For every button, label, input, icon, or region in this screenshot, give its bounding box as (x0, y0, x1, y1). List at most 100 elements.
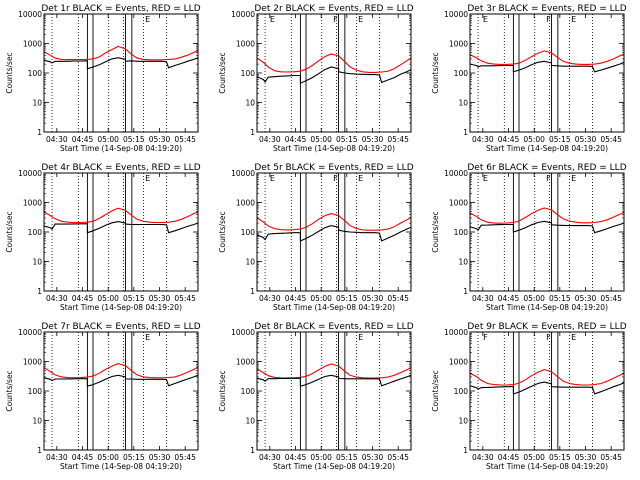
plot-frame (469, 172, 625, 292)
y-axis-label: Counts/sec (431, 211, 440, 252)
marker-e: E (358, 333, 363, 342)
y-tick-label: 10000 (444, 169, 468, 178)
x-tick-label: 05:00 (310, 294, 332, 303)
x-tick-label: 04:45 (498, 294, 520, 303)
x-axis-label: Start Time (14-Sep-08 04:19:20) (486, 462, 608, 471)
marker-f: F (333, 15, 338, 24)
series-line-events (470, 381, 624, 395)
y-tick-label: 1000 (23, 40, 42, 49)
plot-frame (43, 331, 199, 451)
y-tick-label: 1000 (23, 199, 42, 208)
y-tick-label: 1000 (449, 40, 468, 49)
x-tick-label: 04:30 (259, 294, 281, 303)
series-line-events (44, 221, 198, 234)
x-tick-label: 05:45 (387, 453, 409, 462)
x-tick-label: 04:30 (46, 135, 68, 144)
x-tick-label: 04:30 (46, 453, 68, 462)
marker-f: F (483, 333, 488, 342)
y-tick-label: 100 (241, 69, 256, 78)
marker-e: E (483, 15, 488, 24)
marker-e: E (145, 15, 150, 24)
y-tick-label: 10000 (231, 328, 255, 337)
x-tick-label: 05:00 (97, 294, 119, 303)
x-tick-label: 05:00 (97, 453, 119, 462)
x-tick-label: 05:15 (549, 294, 571, 303)
marker-e: E (571, 174, 576, 183)
panel-title: Det 5r BLACK = Events, RED = LLD (254, 163, 413, 173)
x-tick-label: 05:30 (362, 294, 384, 303)
x-tick-label: 04:45 (498, 453, 520, 462)
y-axis-label: Counts/sec (431, 370, 440, 411)
marker-f: F (546, 333, 551, 342)
series-line-lld (470, 50, 624, 65)
y-tick-label: 10 (458, 99, 468, 108)
x-axis-label: Start Time (14-Sep-08 04:19:20) (273, 303, 395, 312)
x-tick-label: 05:00 (310, 135, 332, 144)
marker-e: E (145, 174, 150, 183)
marker-e: E (571, 333, 576, 342)
x-tick-label: 05:30 (575, 294, 597, 303)
marker-e: E (483, 174, 488, 183)
x-tick-label: 04:45 (285, 453, 307, 462)
y-tick-label: 1000 (449, 358, 468, 367)
x-tick-label: 04:45 (72, 135, 94, 144)
y-tick-label: 1000 (236, 358, 255, 367)
marker-e: E (571, 15, 576, 24)
x-tick-label: 04:45 (72, 294, 94, 303)
x-tick-label: 04:30 (472, 135, 494, 144)
y-tick-label: 1000 (236, 40, 255, 49)
y-axis-label: Counts/sec (5, 211, 14, 252)
panel-title: Det 4r BLACK = Events, RED = LLD (41, 163, 200, 173)
x-tick-label: 04:45 (72, 453, 94, 462)
x-tick-label: 05:30 (575, 135, 597, 144)
y-tick-label: 1 (250, 287, 255, 296)
panel-title: Det 9r BLACK = Events, RED = LLD (467, 322, 626, 332)
y-tick-label: 100 (28, 228, 43, 237)
marker-f: F (546, 174, 551, 183)
y-tick-label: 10000 (18, 169, 42, 178)
series-line-events (257, 225, 411, 242)
y-tick-label: 1 (37, 287, 42, 296)
series-line-lld (44, 45, 198, 61)
y-tick-label: 10000 (18, 10, 42, 19)
plot-frame (43, 13, 199, 133)
x-tick-label: 04:30 (46, 294, 68, 303)
plot-frame (469, 13, 625, 133)
x-tick-label: 05:15 (336, 453, 358, 462)
x-tick-label: 05:45 (600, 135, 622, 144)
panel-title: Det 8r BLACK = Events, RED = LLD (254, 322, 413, 332)
x-tick-label: 04:30 (259, 453, 281, 462)
y-tick-label: 10000 (18, 328, 42, 337)
y-tick-label: 10000 (231, 169, 255, 178)
x-tick-label: 05:30 (362, 453, 384, 462)
x-tick-label: 05:45 (174, 135, 196, 144)
y-tick-label: 10 (458, 258, 468, 267)
y-tick-label: 10000 (444, 328, 468, 337)
x-axis-label: Start Time (14-Sep-08 04:19:20) (273, 144, 395, 153)
x-tick-label: 05:00 (523, 135, 545, 144)
y-axis-label: Counts/sec (218, 370, 227, 411)
x-tick-label: 05:15 (549, 135, 571, 144)
x-tick-label: 04:45 (285, 135, 307, 144)
x-tick-label: 05:00 (523, 294, 545, 303)
y-tick-label: 10 (245, 258, 255, 267)
y-tick-label: 100 (241, 387, 256, 396)
y-tick-label: 10 (32, 258, 42, 267)
series-line-events (44, 57, 198, 70)
plot-frame (43, 172, 199, 292)
y-tick-label: 1 (250, 128, 255, 137)
x-tick-label: 05:30 (149, 135, 171, 144)
y-tick-label: 1 (463, 287, 468, 296)
marker-f: F (333, 174, 338, 183)
x-tick-label: 04:30 (472, 453, 494, 462)
y-axis-label: Counts/sec (218, 211, 227, 252)
series-line-lld (257, 213, 411, 231)
series-line-lld (470, 207, 624, 224)
y-tick-label: 100 (454, 228, 469, 237)
x-tick-label: 05:00 (97, 135, 119, 144)
y-tick-label: 10 (245, 417, 255, 426)
